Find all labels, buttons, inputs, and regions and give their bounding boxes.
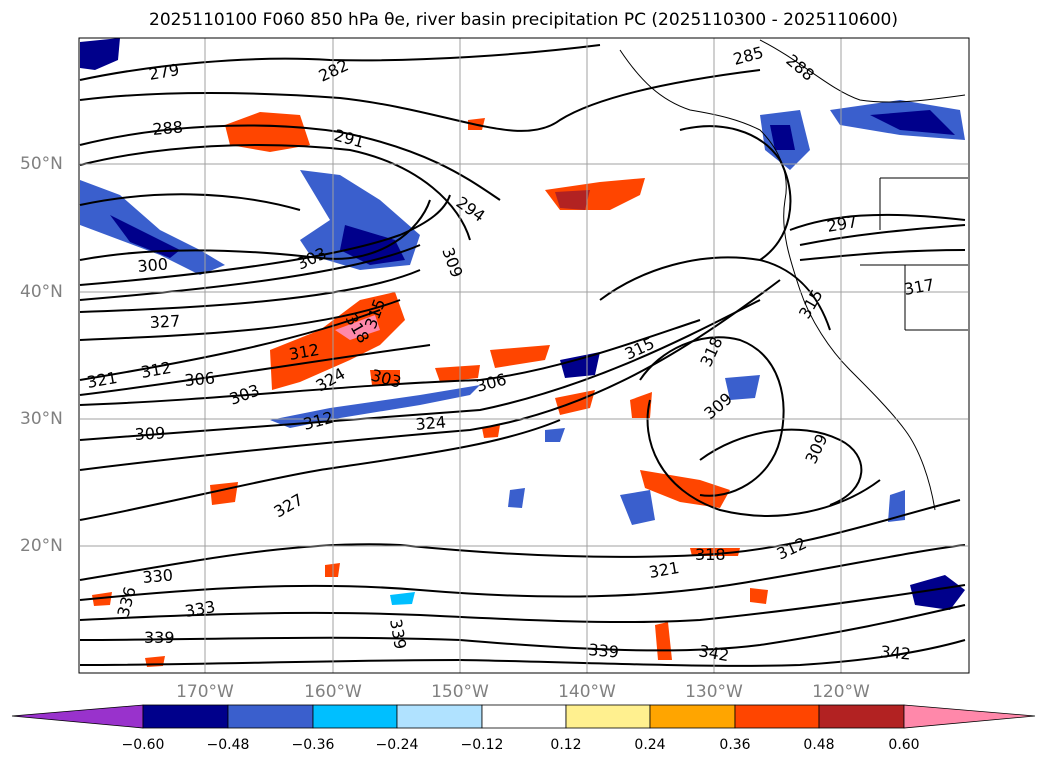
contour-label: 339 — [588, 640, 620, 662]
lon-label-170w: 170°W — [176, 682, 234, 702]
lat-label-50n: 50°N — [20, 154, 63, 174]
contour-label: 288 — [152, 117, 184, 139]
contour-label: 312 — [774, 533, 810, 563]
colorbar-tick: 0.60 — [888, 737, 920, 753]
contour-label: 324 — [415, 412, 447, 434]
colorbar-tick: 0.12 — [550, 737, 582, 753]
contour-label: 303 — [369, 366, 403, 392]
contour-label: 327 — [271, 490, 307, 522]
contour-label: 327 — [149, 311, 180, 332]
contour-label: 342 — [880, 642, 912, 664]
gridlines — [80, 38, 968, 673]
coastline — [619, 39, 966, 511]
map-border — [78, 37, 970, 674]
map-title: 2025110100 F060 850 hPa θe, river basin … — [149, 10, 898, 30]
lon-label-140w: 140°W — [558, 682, 616, 702]
colorbar-tick: −0.60 — [121, 737, 165, 753]
contour-label: 317 — [902, 275, 935, 299]
contour-label: 279 — [147, 60, 180, 84]
precip-anomaly-fills — [80, 38, 965, 667]
contour-label: 306 — [184, 368, 216, 390]
colorbar — [11, 704, 1036, 729]
contour-label: 342 — [697, 641, 730, 665]
lat-label-30n: 30°N — [20, 409, 63, 429]
contour-label: 318 — [695, 545, 726, 564]
contour-label: 309 — [801, 431, 831, 467]
colorbar-extend-high — [903, 704, 1036, 729]
colorbar-tick: 0.36 — [719, 737, 751, 753]
contour-label: 336 — [114, 585, 140, 619]
colorbar-tick: 0.48 — [803, 737, 835, 753]
lon-label-160w: 160°W — [304, 682, 362, 702]
colorbar-tick: −0.48 — [206, 737, 250, 753]
colorbar-extend-low — [11, 704, 144, 729]
contour-label: 306 — [474, 370, 508, 396]
contour-label: 309 — [438, 245, 466, 280]
contour-label: 330 — [142, 565, 174, 587]
contour-label: 303 — [227, 380, 262, 408]
contour-label: 312 — [301, 408, 335, 434]
contour-label: 339 — [386, 617, 410, 650]
contour-label: 333 — [183, 597, 216, 621]
contour-label: 309 — [134, 423, 165, 444]
theta-e-contours — [79, 44, 966, 667]
state-borders — [860, 177, 968, 331]
contour-label: 315 — [795, 286, 827, 322]
lat-label-40n: 40°N — [20, 282, 63, 302]
lon-label-120w: 120°W — [812, 682, 870, 702]
colorbar-tick: −0.36 — [291, 737, 335, 753]
colorbar-tick: 0.24 — [634, 737, 666, 753]
contour-label: 294 — [453, 193, 489, 226]
lat-label-20n: 20°N — [20, 536, 63, 556]
contour-label: 312 — [139, 358, 172, 382]
contour-label: 321 — [85, 368, 118, 392]
contour-label: 297 — [825, 212, 858, 236]
contour-label: 300 — [137, 254, 169, 276]
contour-label: 339 — [144, 628, 175, 647]
colorbar-tick: −0.12 — [460, 737, 504, 753]
contour-label: 285 — [731, 43, 765, 69]
colorbar-tick: −0.24 — [375, 737, 419, 753]
lon-label-130w: 130°W — [685, 682, 743, 702]
contour-label: 321 — [647, 558, 680, 582]
lon-label-150w: 150°W — [431, 682, 489, 702]
